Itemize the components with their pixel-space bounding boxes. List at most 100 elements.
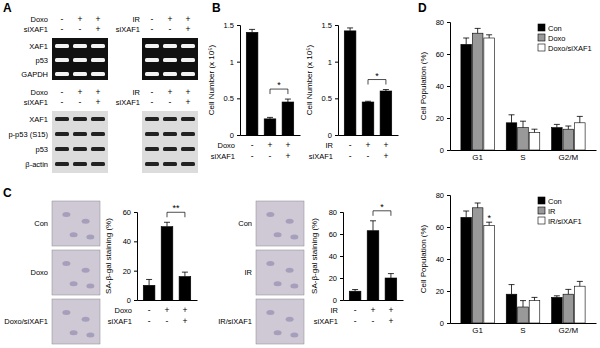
chart: 00.511.5Cell Number (x 10⁵)Doxo-++siXAF1… [207, 21, 301, 161]
tick-label: 60 [436, 223, 444, 232]
tick: 40 [436, 82, 450, 91]
error-cap [520, 300, 526, 301]
western: Doxo-++siXAF1--+IR-++siXAF1--+XAF1p-p53 … [8, 87, 198, 173]
band-label: p53 [35, 145, 48, 154]
cell [290, 333, 298, 338]
error-cap [531, 129, 537, 130]
error-line [489, 35, 490, 38]
x-axis [344, 300, 404, 302]
band [91, 147, 105, 151]
cell [82, 219, 90, 224]
significance: * [375, 71, 379, 81]
band [163, 72, 177, 76]
tick-mark [237, 135, 240, 136]
tick: 0 [328, 131, 338, 140]
condition-name: Doxo [114, 306, 132, 315]
legend-label: Con [548, 24, 562, 33]
image-label: Doxo/siXAF1 [4, 317, 48, 326]
tick: 1 [328, 58, 338, 67]
blot [52, 111, 108, 173]
band-label: p53 [35, 56, 48, 65]
significance: ** [172, 203, 180, 213]
error-cap [531, 297, 537, 298]
error-bar [475, 28, 481, 33]
tick-mark [134, 241, 137, 242]
condition-name: siXAF1 [314, 317, 338, 326]
condition-sign: - [251, 140, 254, 150]
tick-mark [447, 118, 450, 119]
image-label: Doxo [30, 268, 48, 277]
tick: 40 [123, 237, 137, 246]
error-bar [365, 101, 371, 103]
condition-sign: + [285, 140, 290, 150]
error-bar [486, 35, 492, 38]
error-bar [509, 285, 515, 295]
tick-mark [340, 278, 343, 279]
x-axis [241, 135, 301, 137]
tick-label: 60 [329, 230, 337, 239]
condition-sign: + [186, 24, 191, 34]
tick: 0 [440, 146, 450, 155]
legend: ConDoxoDoxo/siXAF1 [538, 24, 592, 53]
condition-sign: - [148, 316, 151, 326]
band [91, 162, 105, 166]
condition-sign: - [269, 151, 272, 161]
chart: G1SG2/M020406080Cell Population (%)ConDo… [419, 18, 597, 162]
cell [266, 310, 274, 315]
error-line [466, 211, 467, 217]
error-cap [182, 272, 188, 273]
condition-sign: - [251, 151, 254, 161]
error-cap [475, 203, 481, 204]
band-label: p-p53 (S15) [8, 130, 48, 139]
significance: * [487, 213, 491, 223]
tick: 0 [440, 319, 450, 328]
error-cap [509, 114, 515, 115]
error-bar [509, 115, 515, 123]
error-cap [365, 101, 371, 102]
tick-label: 80 [436, 18, 444, 27]
error-bar [565, 126, 571, 129]
band [145, 162, 159, 166]
band [181, 132, 195, 136]
axis-line [451, 150, 597, 151]
band [91, 132, 105, 136]
error-cap [285, 99, 291, 100]
error-line [556, 124, 557, 127]
error-line [511, 115, 512, 123]
error-line [184, 272, 185, 276]
tick: G2/M [559, 150, 579, 162]
tick-mark [447, 22, 450, 23]
tick-label: G2/M [559, 326, 579, 335]
error-line [466, 38, 467, 44]
bar [362, 102, 374, 135]
condition-name: siXAF1 [309, 152, 333, 161]
error-cap [164, 222, 170, 223]
condition-name: Doxo [217, 141, 235, 150]
band [73, 72, 87, 76]
bar [575, 286, 586, 323]
tick-label: 0.5 [224, 94, 234, 103]
bar [563, 129, 574, 150]
error-bar [463, 38, 469, 44]
error-line [350, 28, 351, 31]
tick: 20 [123, 267, 137, 276]
tick-mark [237, 62, 240, 63]
condition-sign: + [366, 140, 371, 150]
y-axis: 020406080 [329, 208, 344, 305]
bar [484, 38, 495, 150]
tick: 1.5 [322, 21, 338, 30]
tick-mark [447, 86, 450, 87]
error-bar [520, 121, 526, 127]
tick-mark [447, 323, 450, 324]
tick-mark [340, 300, 343, 301]
tick-label: 40 [436, 255, 444, 264]
x-axis [339, 135, 399, 137]
blot [142, 111, 198, 173]
band [55, 44, 69, 48]
error-cap [347, 27, 353, 28]
tick: 80 [436, 18, 450, 27]
condition-sign: - [79, 97, 82, 107]
condition-sign: - [151, 97, 154, 107]
condition-name: IR [133, 88, 141, 97]
tick-label: 20 [436, 114, 444, 123]
